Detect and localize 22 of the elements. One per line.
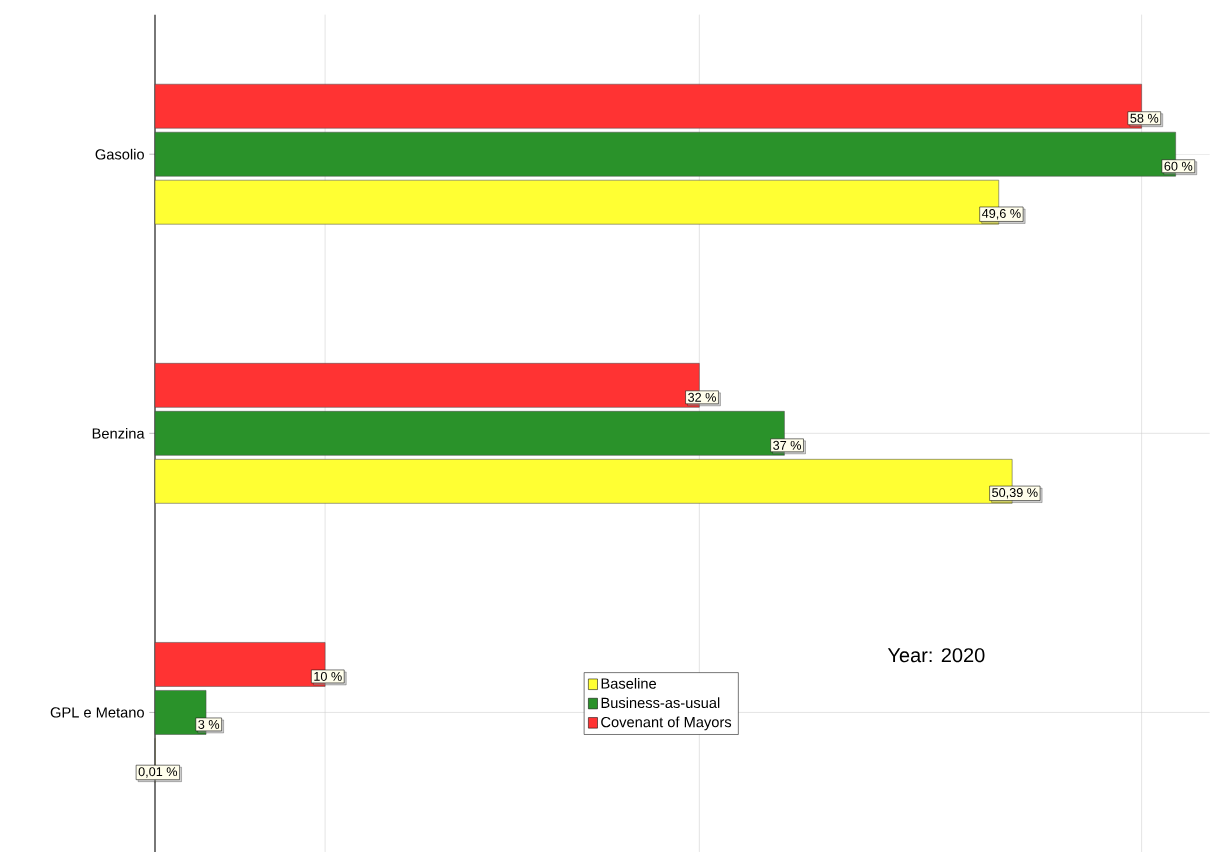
legend-label: Baseline — [601, 677, 657, 689]
data-label: 50,39 % — [992, 488, 1038, 499]
data-label: 0,01 % — [138, 767, 178, 778]
data-label: 10 % — [314, 671, 342, 681]
annotation: Year: 2020 — [887, 648, 985, 663]
bar — [154, 131, 1176, 177]
legend-label: Business-as-usual — [601, 697, 720, 709]
data-label: 3 % — [198, 719, 220, 729]
bar — [154, 363, 700, 408]
y-tick-label: GPL e Metano — [50, 707, 144, 718]
data-label: 58 % — [1130, 113, 1159, 123]
bar — [154, 411, 785, 456]
y-tick-label: Benzina — [92, 427, 145, 439]
data-label: 49,6 % — [981, 208, 1021, 220]
y-tick-label: Gasolio — [95, 148, 144, 160]
bar — [154, 642, 326, 687]
legend-label: Covenant of Mayors — [601, 716, 732, 731]
bar — [154, 83, 1142, 129]
data-label: 37 % — [773, 440, 802, 450]
data-label: 60 % — [1164, 161, 1193, 171]
bar — [154, 690, 207, 735]
data-label: 32 % — [688, 392, 716, 402]
